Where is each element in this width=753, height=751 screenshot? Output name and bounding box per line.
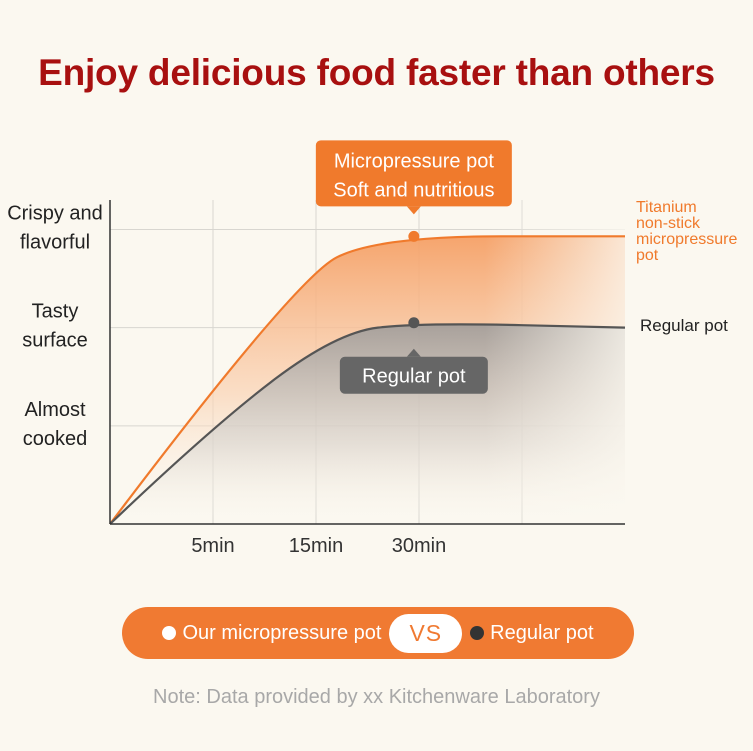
legend-dot-our bbox=[162, 626, 177, 640]
callout-micropressure-pointer bbox=[406, 206, 421, 215]
vs-badge: VS bbox=[389, 613, 463, 653]
x-tick-label: 30min bbox=[392, 535, 446, 557]
line-chart: Almost cooked Tasty surface Crispy and flavor… bbox=[7, 140, 737, 557]
callout-regular-pointer bbox=[406, 348, 421, 357]
legend-item-our: Our micropressure pot bbox=[162, 622, 381, 645]
legend-item-regular: Regular pot bbox=[470, 621, 594, 645]
y-level-label: Crispy and flavorful bbox=[7, 202, 103, 253]
series-label-micropressure: Titanium non-stick micropressure pot bbox=[636, 199, 737, 264]
source-note: Note: Data provided by xx Kitchenware La… bbox=[153, 686, 600, 708]
x-axis-labels: 5min 15min 30min bbox=[191, 535, 446, 557]
y-level-label: Almost cooked bbox=[23, 399, 88, 450]
peak-marker-regular bbox=[408, 317, 420, 329]
line-regular bbox=[109, 323, 626, 525]
legend-our-label: Our micropressure pot bbox=[182, 621, 382, 644]
callout-regular-text: Regular pot bbox=[362, 366, 466, 388]
x-tick-label: 5min bbox=[191, 535, 234, 557]
callout-regular-box bbox=[339, 356, 488, 394]
callouts: Micropressure pot Soft and nutritious Regu… bbox=[315, 140, 512, 394]
series-labels: Titanium non-stick micropressure pot Regular… bbox=[636, 199, 737, 335]
chart-axes bbox=[109, 200, 625, 525]
legend-regular-label: Regular pot bbox=[490, 621, 594, 644]
callout-micropressure-text: Micropressure pot bbox=[334, 150, 495, 172]
legend-dot-regular bbox=[470, 626, 485, 640]
y-level-label: Tasty surface bbox=[22, 301, 88, 352]
peak-marker-micropressure bbox=[408, 230, 420, 242]
legend-bar: Our micropressure pot VS Regular pot bbox=[122, 607, 634, 659]
series-label-regular: Regular pot bbox=[640, 316, 728, 335]
x-tick-label: 15min bbox=[289, 535, 343, 557]
callout-micropressure-box bbox=[315, 140, 512, 207]
callout-micropressure-text: Soft and nutritious bbox=[333, 179, 494, 201]
chart-lines bbox=[109, 230, 626, 525]
y-axis-labels: Almost cooked Tasty surface Crispy and flavor… bbox=[7, 202, 103, 449]
line-micropressure bbox=[109, 235, 625, 525]
page-title: Enjoy delicious food faster than others bbox=[38, 52, 715, 93]
